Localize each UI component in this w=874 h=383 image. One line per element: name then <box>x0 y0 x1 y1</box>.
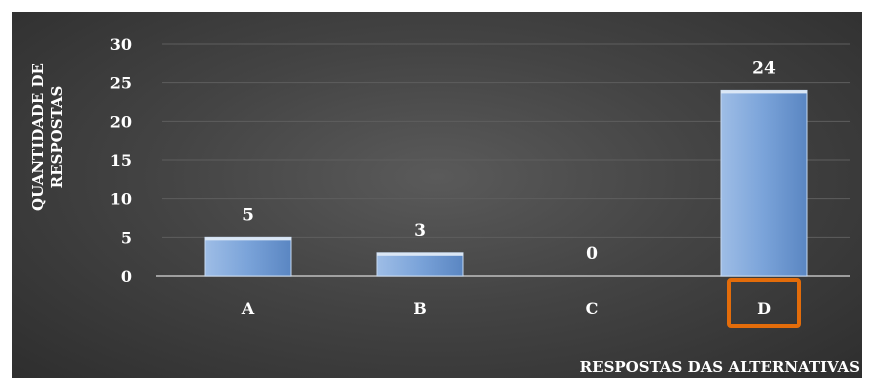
data-label-c: 0 <box>586 244 598 264</box>
y-tick-label: 15 <box>110 151 132 170</box>
highlight-box <box>727 278 801 328</box>
y-tick-label: 25 <box>110 74 132 93</box>
y-tick-label: 0 <box>121 267 132 286</box>
y-axis-title-line-1: QUANTIDADE DE <box>29 63 47 211</box>
x-tick-label-c: C <box>586 299 599 318</box>
bar-cap-d <box>721 90 807 94</box>
y-tick-label: 20 <box>110 112 132 131</box>
data-label-a: 5 <box>242 205 254 225</box>
y-tick-label: 5 <box>121 228 132 247</box>
data-labels: 5 3 0 24 <box>242 58 776 264</box>
bar-cap-a <box>205 237 291 241</box>
x-tick-label-b: B <box>413 299 427 318</box>
data-label-b: 3 <box>414 221 426 241</box>
bar-a <box>204 236 292 277</box>
x-tick-label-a: A <box>241 299 255 318</box>
y-axis-title-line-2: RESPOSTAS <box>48 86 66 189</box>
x-tick-labels: A B C D <box>241 299 771 318</box>
bar-b <box>376 252 464 277</box>
bar-d <box>720 89 808 277</box>
y-tick-labels: 0 5 10 15 20 25 30 <box>110 35 132 286</box>
x-tick-label-d: D <box>757 299 771 318</box>
bar-cap-b <box>377 252 463 256</box>
bars <box>204 89 808 277</box>
y-tick-label: 10 <box>110 190 132 209</box>
data-label-d: 24 <box>752 58 776 78</box>
y-tick-label: 30 <box>110 35 132 54</box>
x-axis-title: RESPOSTAS DAS ALTERNATIVAS <box>580 358 860 376</box>
